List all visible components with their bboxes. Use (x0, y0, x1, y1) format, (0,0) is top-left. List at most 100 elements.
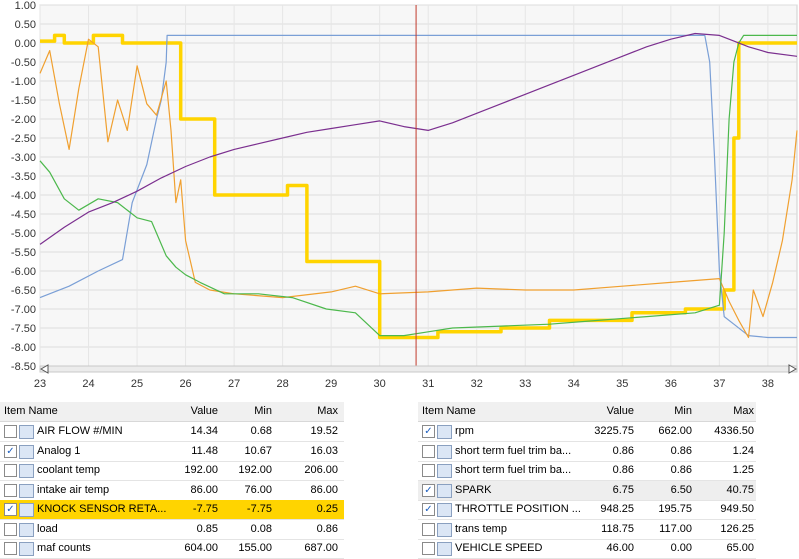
y-tick-label: -8.00 (11, 342, 36, 354)
row-name: maf counts (37, 542, 91, 554)
row-max: 949.50 (720, 503, 754, 515)
row-max: 86.00 (310, 483, 338, 496)
scroll-left-arrow[interactable] (39, 364, 49, 374)
row-checkbox[interactable] (4, 464, 17, 477)
col-item-name[interactable]: Item Name (4, 405, 58, 417)
series-lines (39, 32, 798, 340)
table-row[interactable]: ✓ SPARK 6.75 6.50 40.75 (418, 480, 756, 501)
table-row[interactable]: maf counts 604.00 155.00 687.00 (0, 539, 344, 559)
row-value: 86.00 (190, 483, 218, 496)
row-checkbox[interactable]: ✓ (422, 483, 435, 497)
pid-icon (437, 483, 452, 498)
y-tick-label: -7.50 (11, 323, 36, 335)
y-tick-label: 0.00 (15, 38, 36, 50)
x-tick-label: 24 (82, 378, 94, 390)
table-row[interactable]: ✓ rpm 3225.75 662.00 4336.50 (418, 422, 756, 442)
row-checkbox[interactable] (4, 542, 17, 555)
col-max[interactable]: Max (733, 405, 754, 417)
y-tick-label: -6.50 (11, 285, 36, 297)
table-row[interactable]: trans temp 118.75 117.00 126.25 (418, 520, 756, 540)
row-value: 604.00 (184, 542, 218, 554)
table-row[interactable]: short term fuel trim ba... 0.86 0.86 1.25 (418, 461, 756, 481)
row-checkbox[interactable]: ✓ (4, 444, 17, 458)
table-row[interactable]: VEHICLE SPEED 46.00 0.00 65.00 (418, 539, 756, 559)
y-tick-label: -1.50 (11, 95, 36, 107)
table-row[interactable]: ✓ KNOCK SENSOR RETA... -7.75 -7.75 0.25 (0, 500, 344, 520)
row-min: 195.75 (658, 503, 692, 515)
y-tick-label: -8.50 (11, 361, 36, 373)
table-row[interactable]: short term fuel trim ba... 0.86 0.86 1.24 (418, 442, 756, 462)
row-max: 65.00 (726, 542, 754, 554)
row-name: short term fuel trim ba... (455, 444, 572, 457)
y-tick-label: -7.00 (11, 304, 36, 316)
pid-icon (19, 464, 34, 478)
y-axis-ticks: 1.00 0.50 0.00 -0.50 -1.00 -1.50 -2.00 -2.50 -3.… (11, 0, 36, 373)
table-row[interactable]: load 0.85 0.08 0.86 (0, 520, 344, 540)
x-tick-label: 38 (762, 378, 774, 390)
row-value: 3225.75 (594, 425, 634, 437)
row-value: 0.86 (612, 464, 634, 476)
pid-icon (437, 425, 452, 439)
row-min: 192.00 (238, 464, 272, 476)
series-line-4 (39, 32, 798, 245)
row-min: 0.86 (670, 444, 692, 457)
y-tick-label: -2.50 (11, 133, 36, 145)
row-value: 118.75 (601, 522, 634, 535)
col-min[interactable]: Min (254, 405, 272, 417)
log-chart[interactable]: 1.00 0.50 0.00 -0.50 -1.00 -1.50 -2.00 -2.50 -3.… (0, 0, 799, 400)
row-checkbox[interactable] (422, 542, 435, 555)
series-line-2 (39, 38, 798, 339)
y-tick-label: -3.50 (11, 171, 36, 183)
x-tick-label: 30 (374, 378, 386, 390)
row-checkbox[interactable]: ✓ (4, 503, 17, 516)
row-value: 0.86 (612, 444, 634, 457)
table-row[interactable]: AIR FLOW #/MIN 14.34 0.68 19.52 (0, 422, 344, 442)
row-name: THROTTLE POSITION ... (455, 503, 581, 515)
col-value[interactable]: Value (190, 405, 218, 417)
pid-icon (19, 425, 34, 439)
pid-icon (19, 503, 34, 517)
row-max: 40.75 (726, 483, 754, 496)
x-tick-label: 28 (277, 378, 289, 390)
row-max: 687.00 (304, 542, 338, 554)
row-checkbox[interactable] (422, 444, 435, 458)
col-max[interactable]: Max (317, 405, 338, 417)
row-name: intake air temp (37, 483, 110, 496)
row-max: 19.52 (310, 425, 338, 437)
col-value[interactable]: Value (606, 405, 634, 417)
row-checkbox[interactable] (4, 425, 17, 438)
series-line-3 (39, 34, 797, 337)
y-tick-label: 1.00 (15, 0, 36, 12)
row-checkbox[interactable] (422, 522, 435, 536)
row-name: load (37, 522, 58, 535)
row-checkbox[interactable]: ✓ (422, 425, 435, 438)
y-tick-label: -6.00 (11, 266, 36, 278)
row-max: 16.03 (310, 444, 338, 457)
row-value: 6.75 (612, 483, 634, 496)
x-tick-label: 25 (131, 378, 143, 390)
row-min: 0.68 (250, 425, 272, 437)
scroll-right-arrow[interactable] (788, 364, 798, 374)
table-row[interactable]: intake air temp 86.00 76.00 86.00 (0, 481, 344, 501)
table-row[interactable]: ✓ THROTTLE POSITION ... 948.25 195.75 949.50 (418, 500, 756, 520)
row-checkbox[interactable] (4, 522, 17, 536)
pid-icon (437, 503, 452, 517)
y-tick-label: -3.00 (11, 152, 36, 164)
col-item-name[interactable]: Item Name (422, 405, 476, 417)
row-checkbox[interactable] (4, 483, 17, 497)
row-max: 206.00 (304, 464, 338, 476)
table-row[interactable]: ✓ Analog 1 11.48 10.67 16.03 (0, 442, 344, 462)
table-row[interactable]: coolant temp 192.00 192.00 206.00 (0, 461, 344, 481)
row-min: -7.75 (246, 503, 272, 515)
row-min: 0.00 (670, 542, 692, 554)
row-min: 6.50 (670, 483, 692, 496)
row-checkbox[interactable]: ✓ (422, 503, 435, 516)
y-tick-label: -2.00 (11, 114, 36, 126)
row-name: trans temp (455, 522, 507, 535)
col-min[interactable]: Min (674, 405, 692, 417)
x-tick-label: 31 (422, 378, 434, 390)
y-tick-label: -4.50 (11, 209, 36, 221)
x-tick-label: 29 (325, 378, 337, 390)
row-checkbox[interactable] (422, 464, 435, 477)
horizontal-scrollbar[interactable] (39, 365, 798, 373)
